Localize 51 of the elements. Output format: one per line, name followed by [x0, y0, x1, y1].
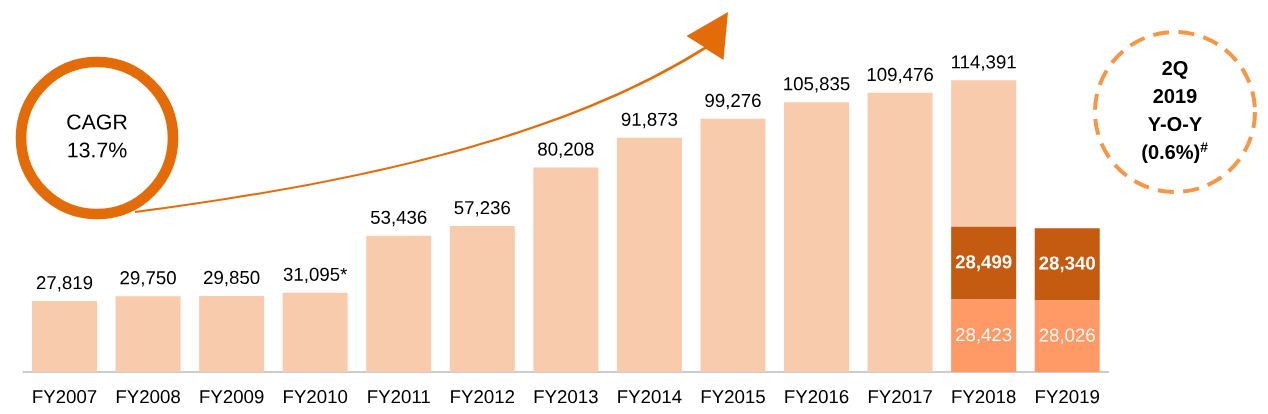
data-label: 28,499 — [955, 255, 1012, 272]
data-label: 28,340 — [1039, 256, 1095, 273]
text: 2Q — [1162, 60, 1188, 79]
x-tick-label: FY2012 — [451, 390, 515, 404]
bar — [700, 118, 766, 372]
x-tick-label: FY2016 — [785, 390, 849, 404]
data-label: 80,208 — [538, 142, 594, 158]
x-tick-label: FY2018 — [952, 390, 1016, 404]
data-label: 31,095* — [283, 267, 348, 284]
text: (0.6%)$^{#}$ — [1142, 142, 1208, 164]
x-tick-label: FY2019 — [1036, 390, 1100, 404]
bar — [366, 235, 432, 372]
data-label: 28,423 — [956, 328, 1012, 344]
x-tick-label: FY2011 — [368, 390, 430, 404]
x-tick-label: FY2010 — [284, 390, 348, 404]
x-tick-label: FY2017 — [868, 390, 932, 404]
bar — [449, 226, 515, 372]
x-tick-label: FY2013 — [534, 390, 598, 404]
bar — [867, 92, 933, 372]
data-label: 27,819 — [36, 276, 93, 292]
data-label: 105,835 — [784, 77, 850, 93]
data-label: 29,750 — [120, 271, 176, 287]
annotation: CAGR — [67, 114, 127, 130]
bar — [533, 167, 599, 372]
text: Y-O-Y — [1148, 116, 1202, 132]
annotation: 13.7% — [68, 142, 127, 158]
data-label: 57,236 — [454, 201, 511, 217]
data-label: 53,436 — [370, 210, 427, 227]
bar — [115, 296, 181, 372]
bar — [282, 292, 348, 372]
bar — [32, 301, 98, 372]
data-label: 109,476 — [867, 67, 933, 84]
total-label: 114,391 — [952, 55, 1016, 71]
x-tick-label: FY2008 — [116, 390, 180, 404]
x-tick-label: FY2007 — [33, 390, 97, 404]
bar — [199, 295, 265, 372]
data-label: 28,026 — [1039, 328, 1095, 344]
x-tick-label: FY2009 — [200, 390, 264, 404]
data-label: 91,873 — [621, 112, 678, 129]
bar — [951, 226, 1017, 300]
bar — [951, 80, 1017, 227]
bar — [951, 299, 1017, 372]
bar — [1034, 300, 1100, 372]
data-label: 99,276 — [705, 93, 761, 110]
text: 2019 — [1153, 88, 1197, 104]
x-tick-label: FY2014 — [618, 390, 682, 404]
data-label: 29,850 — [204, 270, 260, 287]
bar — [616, 137, 682, 372]
bar — [1034, 228, 1100, 301]
bar — [784, 102, 850, 372]
x-tick-label: FY2015 — [701, 390, 765, 404]
